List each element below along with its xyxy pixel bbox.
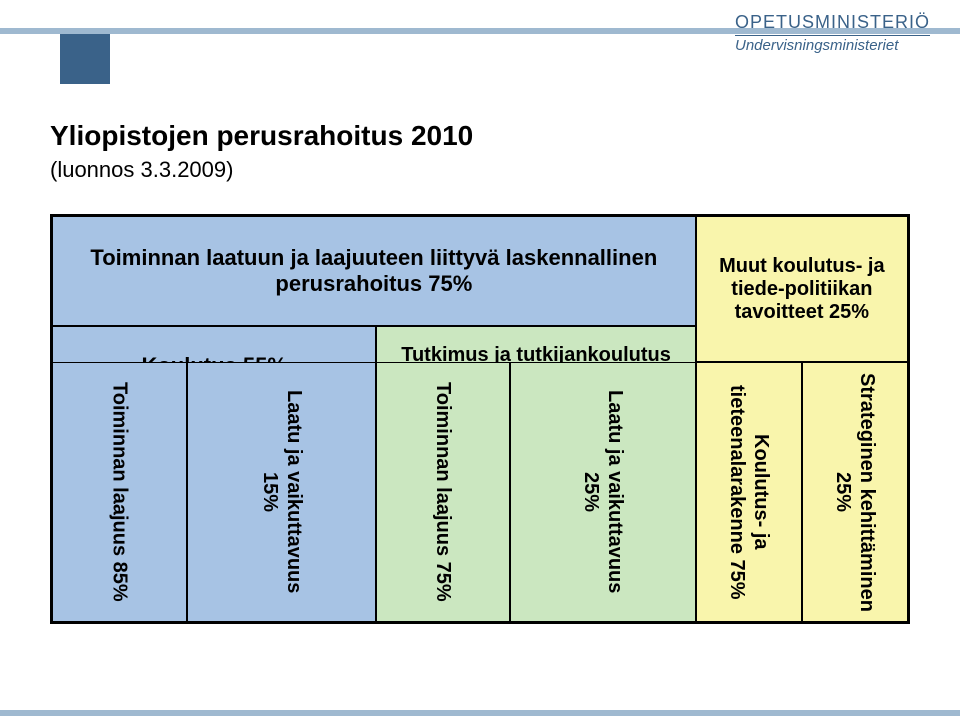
diagram-upper: Toiminnan laatuun ja laajuuteen liittyvä… (52, 216, 908, 362)
footer-stripe (0, 710, 960, 716)
logo-main-text: OPETUSMINISTERIÖ (735, 12, 930, 33)
cell-right-label: Muut koulutus- ja tiede-politiikan tavoi… (703, 255, 901, 324)
logo-sub-text: Undervisningsministeriet (735, 35, 930, 54)
cell-bot-a-label: Toiminnan laajuus 85% (108, 382, 132, 602)
cell-bot-a: Toiminnan laajuus 85% (52, 362, 187, 622)
title-line1: Yliopistojen perusrahoitus 2010 (50, 120, 473, 151)
slide-content: Yliopistojen perusrahoitus 2010 (luonnos… (50, 120, 910, 624)
cell-top-left: Toiminnan laatuun ja laajuuteen liittyvä… (52, 216, 696, 326)
ministry-logo: OPETUSMINISTERIÖ Undervisningsministerie… (735, 12, 930, 54)
cell-bot-d: Laatu ja vaikuttavuus 25% (510, 362, 696, 622)
diagram-bottom-row: Toiminnan laajuus 85% Laatu ja vaikuttav… (52, 362, 908, 622)
cell-bot-c-label: Toiminnan laajuus 75% (431, 382, 455, 602)
cell-bot-e: Koulutus- ja tieteenalarakenne 75% (696, 362, 802, 622)
accent-square (60, 34, 110, 84)
title-line2: (luonnos 3.3.2009) (50, 157, 233, 182)
cell-top-left-label: Toiminnan laatuun ja laajuuteen liittyvä… (59, 245, 689, 297)
cell-right-merged: Muut koulutus- ja tiede-politiikan tavoi… (696, 216, 908, 362)
cell-bot-f-label: Strateginen kehittäminen 25% (831, 369, 879, 615)
cell-bot-c: Toiminnan laajuus 75% (376, 362, 510, 622)
cell-bot-b-label: Laatu ja vaikuttavuus 15% (258, 369, 306, 615)
cell-bot-b: Laatu ja vaikuttavuus 15% (187, 362, 376, 622)
cell-bot-e-label: Koulutus- ja tieteenalarakenne 75% (725, 369, 773, 615)
cell-bot-f: Strateginen kehittäminen 25% (802, 362, 908, 622)
slide-title: Yliopistojen perusrahoitus 2010 (luonnos… (50, 120, 910, 184)
funding-diagram: Toiminnan laatuun ja laajuuteen liittyvä… (50, 214, 910, 624)
cell-bot-d-label: Laatu ja vaikuttavuus 25% (579, 369, 627, 615)
